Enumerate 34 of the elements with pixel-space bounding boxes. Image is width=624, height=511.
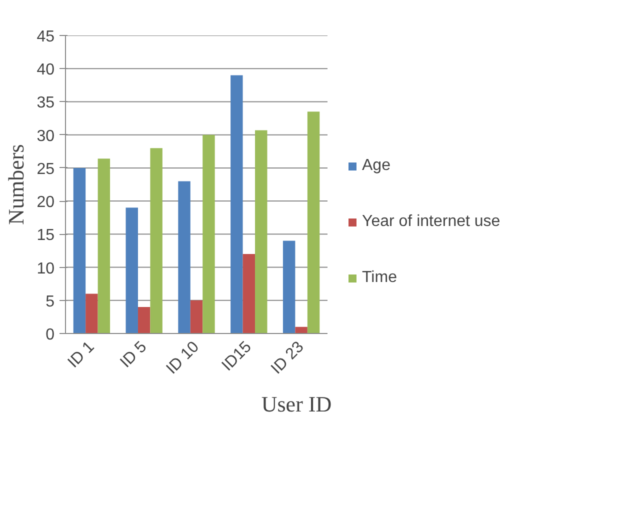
y-axis-title: Numbers (4, 144, 29, 225)
y-tick-label: 10 (36, 260, 55, 278)
bar (86, 294, 98, 334)
y-tick-label: 35 (36, 94, 55, 112)
y-tick-label: 45 (36, 28, 55, 46)
y-tick-label: 25 (36, 160, 55, 178)
bar (242, 254, 256, 334)
y-tick-label: 5 (46, 293, 55, 310)
legend-label: Time (362, 269, 397, 287)
y-tick-label: 40 (36, 62, 55, 79)
y-tick-label: 0 (46, 326, 55, 344)
bar (98, 158, 110, 334)
bar (255, 130, 268, 334)
y-tick-label: 30 (36, 128, 55, 145)
bar (307, 112, 320, 334)
bar (190, 300, 203, 334)
x-tick-label: ID 23 (268, 338, 308, 378)
bar (282, 240, 296, 334)
legend-label: Year of internet use (362, 213, 500, 231)
bar (202, 134, 215, 334)
y-tick-label: 15 (36, 227, 55, 244)
bar (295, 326, 308, 334)
bar (126, 208, 138, 334)
legend-label: Age (362, 157, 390, 175)
y-tick-label: 20 (36, 194, 55, 212)
bar (178, 181, 190, 334)
bar (150, 148, 162, 334)
x-tick-label: ID 1 (64, 338, 98, 372)
x-tick-label: ID 5 (117, 338, 150, 372)
x-axis-title: User ID (261, 392, 332, 417)
x-tick-label: ID 10 (163, 338, 203, 378)
bar (138, 307, 150, 334)
bar (230, 75, 243, 334)
bar (73, 168, 86, 334)
